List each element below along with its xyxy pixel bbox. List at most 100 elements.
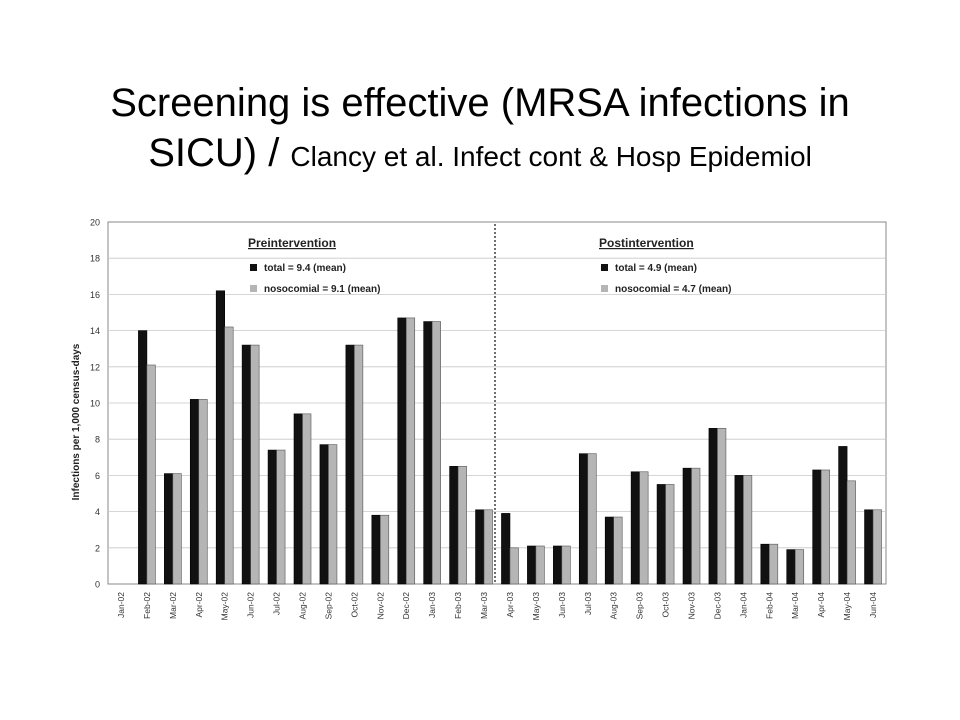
bar-nosocomial (820, 469, 830, 585)
preintervention-legend-nosocomial: nosocomial = 9.1 (mean) (264, 284, 380, 295)
x-tick-label: Jul-02 (272, 592, 282, 615)
postintervention-legend-total: total = 4.9 (mean) (615, 263, 697, 274)
bar-nosocomial (328, 444, 338, 585)
bar-total (501, 513, 511, 585)
y-tick-label: 20 (90, 218, 100, 228)
bar-total (553, 545, 563, 585)
bar-nosocomial (665, 484, 675, 585)
bar-nosocomial (276, 449, 286, 585)
preintervention-heading: Preintervention (248, 236, 336, 250)
bar-nosocomial (431, 321, 441, 585)
x-tick-label: Nov-02 (375, 592, 385, 620)
y-tick-label: 18 (90, 254, 100, 264)
y-tick-label: 10 (90, 399, 100, 409)
bar-total (164, 473, 174, 585)
x-tick-label: Jun-03 (557, 592, 567, 618)
bar-total (838, 446, 848, 585)
x-tick-label: Mar-04 (790, 592, 800, 619)
bar-nosocomial (483, 509, 493, 585)
bar-total (293, 413, 303, 585)
title-line-1: Screening is effective (MRSA infections … (110, 81, 850, 125)
bar-total (864, 509, 874, 585)
y-tick-labels: 0 2 4 6 8 10 12 14 16 18 20 (90, 218, 100, 590)
x-tick-label: Dec-02 (401, 592, 411, 620)
y-tick-label: 4 (95, 507, 100, 517)
x-tick-label: May-02 (220, 592, 230, 621)
bar-nosocomial (561, 545, 571, 585)
bar-nosocomial (743, 475, 753, 585)
bar-total (371, 514, 381, 585)
x-tick-label: Jan-03 (427, 592, 437, 618)
x-tick-label: Oct-03 (661, 592, 671, 618)
bar-nosocomial (639, 471, 649, 585)
x-tick-label: Jun-02 (246, 592, 256, 618)
bar-total (241, 344, 251, 585)
bar-nosocomial (717, 428, 727, 585)
bar-total (708, 428, 718, 585)
bar-total (682, 467, 692, 585)
y-tick-label: 2 (95, 543, 100, 553)
bar-total (319, 444, 329, 585)
x-tick-label: Nov-03 (687, 592, 697, 620)
x-tick-label: Jan-04 (738, 592, 748, 618)
x-tick-label: Dec-03 (712, 592, 722, 620)
bar-nosocomial (146, 364, 156, 585)
bar-nosocomial (198, 399, 208, 585)
x-tick-label: Mar-02 (168, 592, 178, 619)
preintervention-legend-swatch-nosocomial (250, 285, 257, 292)
bar-total (578, 453, 589, 585)
x-tick-label: Feb-03 (453, 592, 463, 619)
bar-total (449, 466, 459, 585)
postintervention-legend-swatch-total (601, 264, 608, 271)
bar-total (397, 317, 407, 585)
postintervention-legend-swatch-nosocomial (601, 285, 608, 292)
bar-nosocomial (535, 545, 545, 585)
bar-nosocomial (872, 509, 882, 585)
y-tick-label: 14 (90, 326, 100, 336)
postintervention-heading: Postintervention (599, 236, 694, 250)
bar-total (604, 516, 615, 585)
preintervention-legend-total: total = 9.4 (mean) (264, 263, 346, 274)
grid-lines (107, 221, 887, 585)
bar-total (656, 484, 666, 585)
bar-nosocomial (794, 549, 805, 585)
x-tick-label: Jun-04 (868, 592, 878, 618)
y-tick-label: 12 (90, 362, 100, 372)
title-line-2: SICU) / Clancy et al. Infect cont & Hosp… (0, 128, 960, 187)
x-tick-label: Jan-02 (116, 592, 126, 618)
title-citation: Clancy et al. Infect cont & Hosp Epidemi… (290, 141, 812, 172)
bar-nosocomial (613, 516, 623, 585)
x-tick-label: Sep-03 (635, 592, 645, 620)
chart-container: 0 2 4 6 8 10 12 14 16 18 20 Jan-02 Feb-02 Mar-02 Apr-… (64, 212, 890, 638)
x-tick-label: Apr-02 (194, 592, 204, 618)
bar-total (734, 475, 744, 585)
bar-total (138, 330, 148, 585)
x-tick-label: Mar-03 (479, 592, 489, 619)
bar-nosocomial (302, 413, 312, 585)
y-tick-label: 6 (95, 471, 100, 481)
y-tick-label: 8 (95, 435, 100, 445)
bar-total (812, 469, 822, 585)
postintervention-legend-nosocomial: nosocomial = 4.7 (mean) (615, 284, 731, 295)
bar-nosocomial (250, 344, 260, 585)
y-tick-label: 16 (90, 290, 100, 300)
x-tick-label: Apr-03 (505, 592, 515, 618)
bar-nosocomial (587, 453, 597, 585)
x-tick-label: Feb-04 (764, 592, 774, 619)
bar-total (527, 545, 537, 585)
x-tick-label: Aug-03 (609, 592, 619, 620)
x-tick-label: May-03 (531, 592, 541, 621)
y-tick-label: 0 (95, 580, 100, 590)
bar-total (267, 449, 277, 585)
bar-nosocomial (846, 480, 856, 585)
bar-nosocomial (509, 547, 519, 585)
x-tick-label: Feb-02 (142, 592, 152, 619)
y-axis-label: Infections per 1,000 census-days (71, 343, 82, 500)
bar-total (475, 509, 485, 585)
bar-nosocomial (405, 317, 416, 585)
x-tick-label: Aug-02 (298, 592, 308, 620)
bar-nosocomial (691, 467, 701, 585)
bar-total (189, 399, 200, 585)
bar-total (630, 471, 640, 585)
bar-nosocomial (172, 473, 182, 585)
